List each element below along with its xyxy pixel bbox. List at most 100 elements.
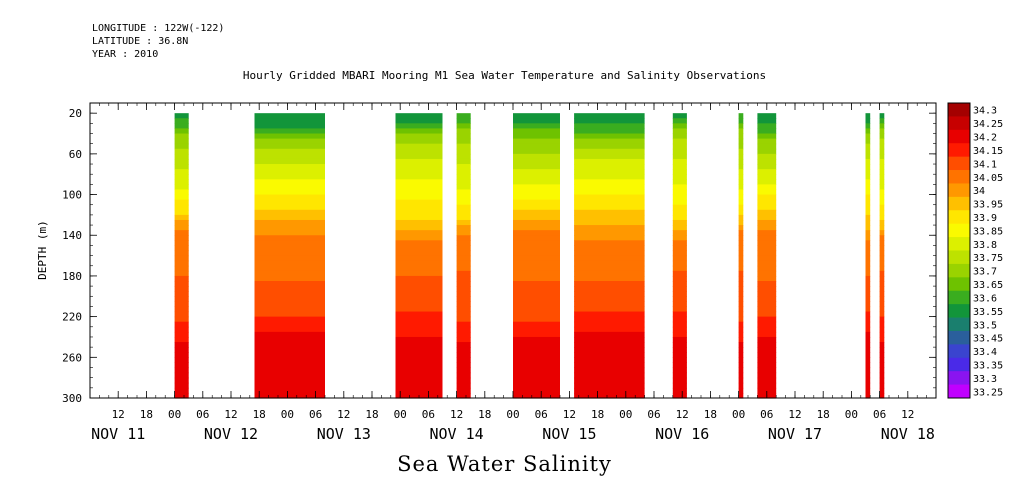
salinity-cell — [757, 219, 777, 226]
salinity-cell — [757, 123, 777, 130]
salinity-cell — [672, 347, 687, 353]
salinity-cell — [672, 316, 687, 323]
salinity-cell — [757, 336, 777, 343]
salinity-cell — [513, 133, 560, 140]
salinity-cell — [456, 260, 471, 267]
salinity-cell — [757, 291, 777, 297]
colorbar-label: 33.3 — [973, 374, 997, 385]
salinity-cell — [254, 301, 325, 308]
salinity-cell — [672, 174, 687, 180]
salinity-cell — [672, 372, 687, 379]
colorbar-label: 33.75 — [973, 253, 1003, 264]
salinity-cell — [574, 113, 645, 119]
salinity-cell — [395, 219, 443, 226]
x-tick-label: 18 — [591, 408, 604, 421]
salinity-cell — [865, 214, 871, 221]
salinity-cell — [672, 392, 687, 399]
salinity-cell — [456, 311, 471, 318]
colorbar-swatch — [948, 290, 970, 305]
salinity-cell — [865, 240, 871, 247]
salinity-cell — [395, 153, 443, 160]
salinity-cell — [672, 143, 687, 150]
salinity-cell — [254, 245, 325, 252]
salinity-cell — [254, 214, 325, 221]
salinity-cell — [879, 311, 885, 318]
salinity-cell — [456, 225, 471, 231]
salinity-cell — [738, 240, 744, 247]
salinity-cell — [672, 362, 687, 369]
salinity-cell — [738, 316, 744, 323]
salinity-cell — [395, 275, 443, 282]
salinity-cell — [757, 148, 777, 155]
salinity-cell — [174, 362, 189, 369]
salinity-cell — [513, 225, 560, 231]
data-segment — [738, 113, 744, 399]
salinity-cell — [672, 179, 687, 185]
salinity-cell — [395, 387, 443, 394]
salinity-cell — [174, 326, 189, 333]
data-segment — [574, 113, 645, 399]
salinity-cell — [174, 169, 189, 175]
colorbar-swatch — [948, 143, 970, 158]
salinity-cell — [254, 230, 325, 236]
salinity-cell — [757, 270, 777, 277]
salinity-cell — [174, 311, 189, 318]
salinity-cell — [254, 199, 325, 206]
salinity-cell — [513, 204, 560, 211]
salinity-cell — [174, 342, 189, 348]
colorbar-label: 33.65 — [973, 280, 1003, 291]
salinity-cell — [879, 321, 885, 328]
salinity-cell — [174, 230, 189, 236]
salinity-cell — [865, 118, 871, 124]
salinity-cell — [574, 143, 645, 150]
salinity-cell — [513, 245, 560, 252]
salinity-cell — [865, 255, 871, 262]
salinity-cell — [513, 179, 560, 185]
salinity-cell — [672, 270, 687, 277]
salinity-cell — [254, 194, 325, 201]
salinity-cell — [865, 194, 871, 201]
x-tick-label: 12 — [112, 408, 125, 421]
salinity-cell — [879, 133, 885, 140]
salinity-cell — [254, 352, 325, 358]
salinity-cell — [757, 164, 777, 170]
x-tick-label: 18 — [140, 408, 153, 421]
salinity-cell — [738, 260, 744, 267]
salinity-cell — [738, 209, 744, 216]
salinity-cell — [738, 255, 744, 262]
salinity-cell — [395, 199, 443, 206]
x-tick-label: 06 — [647, 408, 660, 421]
salinity-cell — [254, 321, 325, 328]
x-tick-label: 12 — [788, 408, 801, 421]
colorbar-label: 34.15 — [973, 146, 1003, 157]
salinity-cell — [672, 311, 687, 318]
salinity-cell — [574, 158, 645, 165]
salinity-cell — [757, 174, 777, 180]
salinity-cell — [395, 240, 443, 247]
salinity-cell — [254, 133, 325, 140]
salinity-cell — [865, 301, 871, 308]
salinity-cell — [513, 184, 560, 191]
salinity-cell — [254, 179, 325, 185]
salinity-cell — [174, 209, 189, 216]
salinity-cell — [174, 245, 189, 252]
salinity-cell — [254, 148, 325, 155]
salinity-cell — [513, 291, 560, 297]
salinity-cell — [395, 250, 443, 257]
salinity-cell — [879, 189, 885, 196]
salinity-cell — [174, 143, 189, 150]
salinity-cell — [738, 133, 744, 140]
salinity-cell — [513, 255, 560, 262]
salinity-cell — [456, 392, 471, 399]
salinity-cell — [757, 382, 777, 389]
salinity-cell — [395, 357, 443, 363]
salinity-cell — [879, 123, 885, 130]
salinity-cell — [574, 219, 645, 226]
salinity-cell — [395, 214, 443, 221]
salinity-cell — [254, 174, 325, 180]
salinity-cell — [865, 367, 871, 374]
salinity-cell — [513, 209, 560, 216]
salinity-cell — [174, 250, 189, 257]
salinity-cell — [395, 347, 443, 353]
x-tick-label: 06 — [535, 408, 548, 421]
